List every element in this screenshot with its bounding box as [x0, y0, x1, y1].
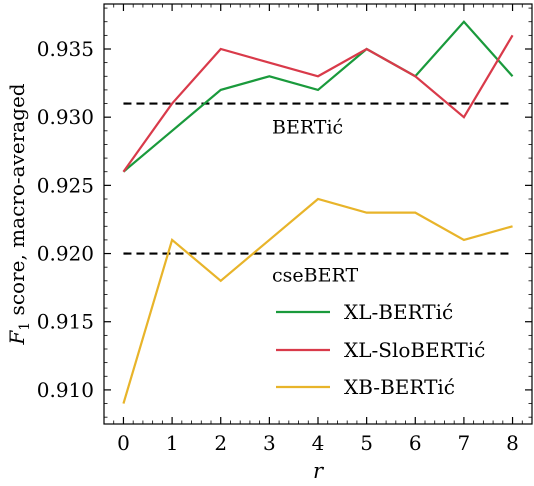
series-line-1: [122, 34, 514, 173]
y-tick-label-2: 0.920: [37, 242, 94, 266]
x-tick-label-4: 4: [312, 431, 325, 455]
y-tick-label-0: 0.910: [37, 378, 94, 402]
legend: XL-BERTić XL-SloBERTić XB-BERTić: [276, 300, 485, 399]
x-axis-label: r: [313, 459, 325, 483]
x-tick-label-5: 5: [360, 431, 373, 455]
legend-label-1: XL-SloBERTić: [344, 338, 485, 362]
reference-label-1: cseBERT: [272, 265, 358, 287]
x-tick-label-8: 8: [506, 431, 519, 455]
x-tick-label-2: 2: [214, 431, 227, 455]
y-tick-label-5: 0.935: [37, 37, 94, 61]
series-line-2: [122, 197, 513, 404]
legend-label-2: XB-BERTić: [344, 375, 455, 399]
x-tick-label-0: 0: [117, 431, 130, 455]
axis-labels: r F1 score, macro-averaged: [5, 83, 325, 483]
plot-area: BERTić cseBERT: [122, 20, 514, 404]
y-axis-label-subscript: 1: [17, 322, 33, 331]
y-tick-label-3: 0.925: [37, 173, 94, 197]
axes: 0 1 2 3 4 5 6 7 8 0.910 0.915 0.920 0.925 0.930 0.935: [37, 3, 533, 455]
y-tick-label-1: 0.915: [37, 310, 94, 334]
reference-label-0: BERTić: [272, 117, 343, 139]
x-tick-label-7: 7: [458, 431, 471, 455]
y-axis-label-rest: score, macro-averaged: [5, 83, 29, 322]
x-tick-label-6: 6: [409, 431, 422, 455]
x-tick-label-1: 1: [166, 431, 179, 455]
y-axis-label: F1 score, macro-averaged: [5, 83, 33, 345]
legend-label-0: XL-BERTić: [344, 300, 453, 324]
y-tick-label-4: 0.930: [37, 105, 94, 129]
series-line-0: [122, 20, 514, 173]
x-tick-label-3: 3: [263, 431, 276, 455]
y-axis-label-main: F: [5, 330, 29, 346]
